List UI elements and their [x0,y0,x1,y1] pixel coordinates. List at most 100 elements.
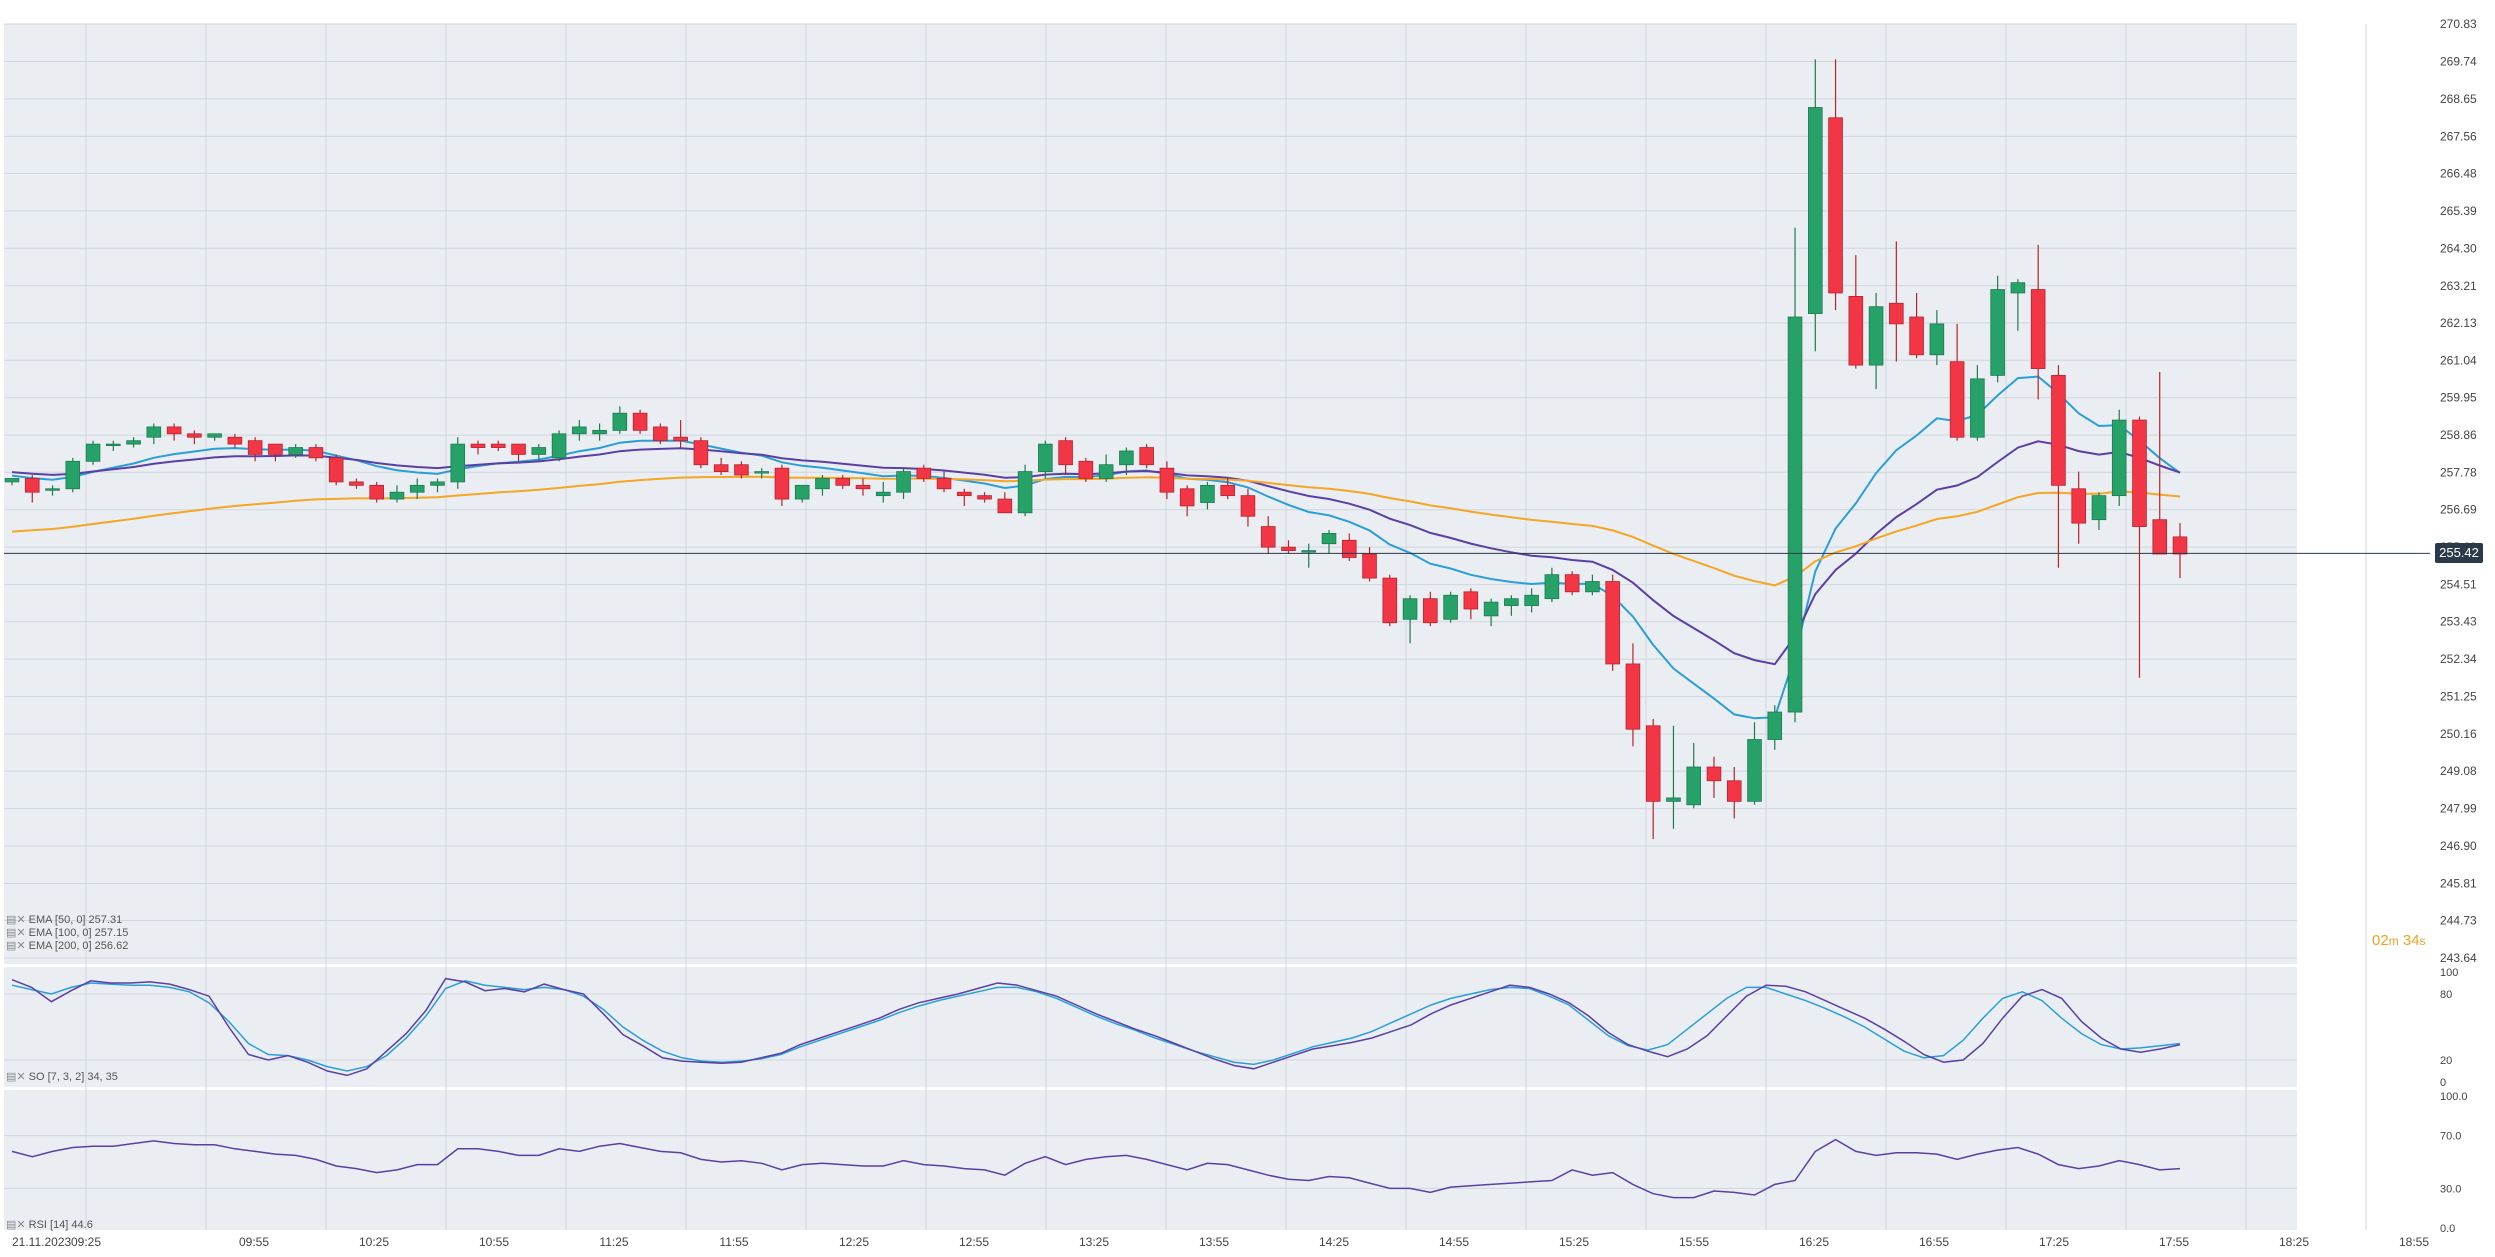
price-tick-label: 270.83 [2440,17,2477,31]
candle-up [1808,107,1823,314]
rsi-tick-label: 0.0 [2440,1223,2455,1235]
candle-up [572,426,587,435]
price-tick-label: 266.48 [2440,166,2477,180]
candle-up [2010,282,2026,294]
rsi-label[interactable]: ▤✕ RSI [14] 44.6 [6,1219,93,1231]
candle-up [754,471,769,474]
time-tick-label: 12:55 [959,1235,989,1249]
price-tick-label: 254.51 [2440,578,2477,592]
candle-up [2091,495,2107,521]
main-pane-background [4,24,2297,964]
candle-up [531,447,547,455]
candle-up [896,471,911,493]
grid-lines [4,23,2367,1230]
candle-down [470,443,486,448]
candle-up [45,488,60,491]
candle-up [1119,450,1134,466]
candle-up [450,443,466,483]
sto-tick-label: 100 [2440,967,2458,979]
ema200-label[interactable]: ▤✕ EMA [200, 0] 256.62 [6,940,129,952]
candle-down [1889,302,1904,325]
candle-down [632,412,648,431]
sto-k-line [11,977,2181,1077]
candle-up [612,412,628,431]
candle-up [1038,443,1053,472]
candles [4,59,2188,840]
settings-icon[interactable]: ▤✕ [6,940,26,952]
price-tick-label: 253.43 [2440,615,2477,629]
candle-down [1828,117,1843,294]
candle-up [1970,378,1985,438]
price-tick-label: 244.73 [2440,914,2477,928]
time-tick-label: 11:25 [599,1235,628,1249]
ema50-label[interactable]: ▤✕ EMA [50, 0] 257.31 [6,914,123,926]
settings-icon[interactable]: ▤✕ [6,1219,26,1231]
ema-line [11,375,2181,720]
candle-up [1321,533,1337,545]
candle-down [693,440,709,466]
candle-down [1078,460,1094,479]
price-tick-label: 268.65 [2440,92,2477,106]
candle-down [349,481,364,486]
candle-down [774,467,790,500]
candle-up [409,484,425,493]
time-tick-label: 18:55 [2399,1235,2429,1249]
rsi-tick-label: 70.0 [2440,1131,2461,1143]
candle-up [1585,581,1600,593]
candle-up [1544,574,1560,600]
time-tick-label: 17:55 [2159,1235,2189,1249]
candle-up [551,433,567,459]
candle-up [389,491,405,500]
price-tick-label: 258.86 [2440,428,2477,442]
candle-up [4,478,20,483]
price-tick-label: 252.34 [2440,652,2477,666]
time-tick-label: 11:55 [719,1235,748,1249]
candle-down [1362,553,1377,579]
candle-down [1706,766,1722,782]
candle-up [1483,601,1499,617]
candle-down [166,426,182,435]
candle-down [268,443,283,455]
time-tick-label: 16:25 [1799,1235,1829,1249]
time-tick-label: 17:25 [2039,1235,2069,1249]
rsi-tick-label: 100.0 [2440,1091,2468,1103]
candle-up [106,443,121,447]
candle-up [1686,766,1702,806]
settings-icon[interactable]: ▤✕ [6,914,26,926]
candle-up [592,429,607,435]
axis-labels: 270.83 269.74 268.65 267.56 266.48 265.39 264.… [12,17,2477,1249]
candle-up [1301,550,1317,553]
candle-up [2111,419,2127,497]
candle-down [2132,419,2147,527]
candle-down [997,498,1013,514]
sto-pane-background [4,967,2297,1087]
time-tick-label: 16:55 [1919,1235,1949,1249]
sto-tick-label: 0 [2440,1077,2446,1089]
ema100-label[interactable]: ▤✕ EMA [100, 0] 257.15 [6,927,129,939]
candle-up [1402,598,1418,620]
price-tick-label: 263.21 [2440,279,2477,293]
candle-up [207,433,222,438]
candle-down [1281,546,1296,551]
candle-down [308,447,324,459]
settings-icon[interactable]: ▤✕ [6,927,26,939]
candle-down [835,478,851,486]
candle-down [2030,289,2046,369]
candle-up [1017,471,1033,514]
price-tick-label: 249.08 [2440,764,2477,778]
rsi-tick-label: 30.0 [2440,1183,2461,1195]
candle-down [2172,536,2188,555]
time-tick-label: 18:25 [2279,1235,2309,1249]
candle-down [1949,361,1965,438]
candle-down [1159,467,1175,493]
sto-label[interactable]: ▤✕ SO [7, 3, 2] 34, 35 [6,1071,118,1083]
candle-up [794,484,810,500]
price-tick-label: 265.39 [2440,204,2477,218]
candle-up [1929,323,1945,356]
candle-down [1341,539,1357,558]
price-tick-label: 257.78 [2440,465,2477,479]
price-tick-label: 261.04 [2440,353,2477,367]
settings-icon[interactable]: ▤✕ [6,1071,26,1083]
candle-down [855,484,871,490]
